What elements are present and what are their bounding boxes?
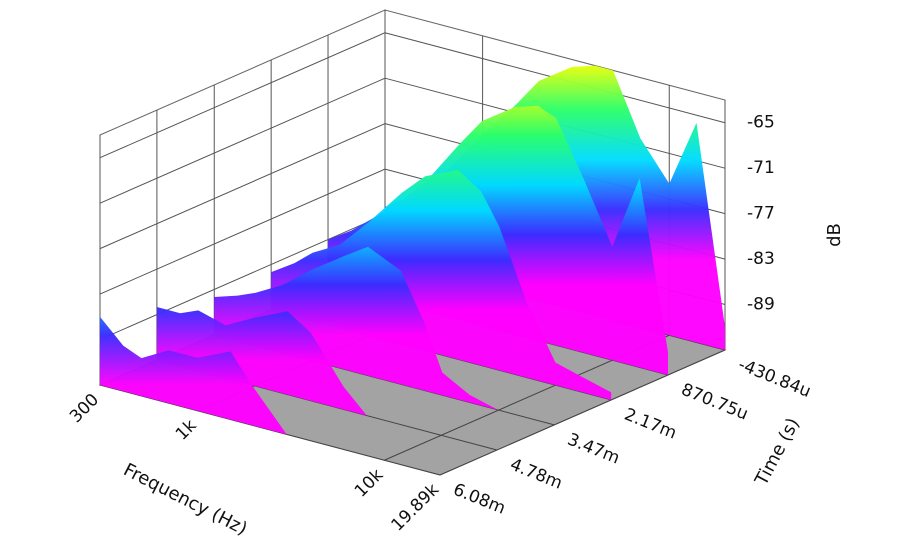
grid-line: [99, 214, 386, 341]
grid-line: [439, 349, 726, 476]
grid-line: [99, 32, 386, 159]
surface-slice: [214, 246, 555, 425]
z-tick-label: -83: [747, 249, 775, 269]
grid-line: [99, 168, 386, 295]
z-tick-label: -77: [747, 204, 775, 224]
z-tick-label: -71: [747, 158, 775, 178]
z-tick-label: -65: [747, 113, 775, 133]
surface-slice: [156, 307, 497, 450]
z-axis-label: dB: [824, 223, 845, 247]
grid-line: [99, 123, 386, 250]
z-tick-label: -89: [747, 295, 775, 315]
surface-slice: [100, 316, 440, 475]
surface-slice: [271, 169, 612, 400]
grid-line: [99, 77, 386, 204]
